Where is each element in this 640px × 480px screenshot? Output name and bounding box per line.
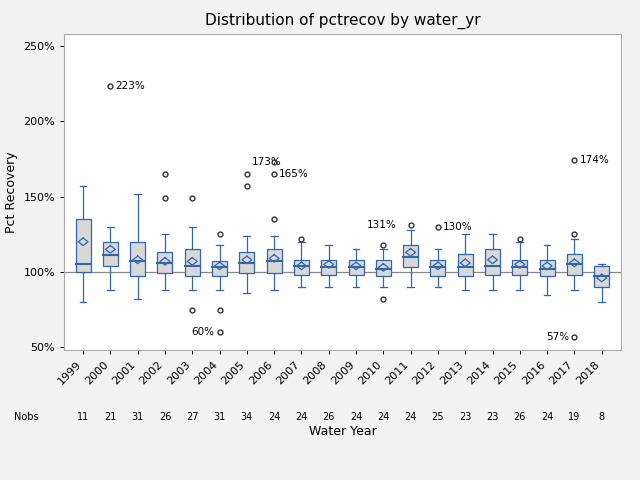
Text: 34: 34 — [241, 412, 253, 422]
Bar — [485, 249, 500, 275]
Text: 27: 27 — [186, 412, 198, 422]
Text: 11: 11 — [77, 412, 89, 422]
Bar — [267, 249, 282, 274]
Text: 26: 26 — [514, 412, 526, 422]
Text: 31: 31 — [132, 412, 144, 422]
Y-axis label: Pct Recovery: Pct Recovery — [4, 151, 18, 233]
Text: 24: 24 — [404, 412, 417, 422]
Text: 173%: 173% — [252, 157, 282, 167]
Bar — [376, 260, 391, 276]
Bar — [594, 266, 609, 287]
Bar — [185, 249, 200, 276]
Bar — [349, 260, 364, 275]
X-axis label: Water Year: Water Year — [308, 425, 376, 438]
Bar — [76, 219, 91, 272]
Text: 223%: 223% — [115, 82, 145, 91]
Text: 26: 26 — [323, 412, 335, 422]
Bar — [567, 254, 582, 275]
Text: 24: 24 — [541, 412, 554, 422]
Bar — [458, 254, 473, 276]
Text: 21: 21 — [104, 412, 116, 422]
Text: 165%: 165% — [279, 169, 309, 179]
Text: 23: 23 — [486, 412, 499, 422]
Text: 24: 24 — [268, 412, 280, 422]
Bar — [157, 252, 173, 274]
Bar — [239, 252, 254, 274]
Text: 25: 25 — [431, 412, 444, 422]
Text: 23: 23 — [459, 412, 472, 422]
Text: 24: 24 — [350, 412, 362, 422]
Text: 26: 26 — [159, 412, 171, 422]
Bar — [103, 242, 118, 266]
Text: Nobs: Nobs — [14, 412, 39, 422]
Text: 60%: 60% — [191, 327, 214, 337]
Text: 19: 19 — [568, 412, 580, 422]
Text: 57%: 57% — [547, 332, 570, 342]
Text: 131%: 131% — [367, 220, 397, 230]
Bar — [540, 260, 555, 276]
Bar — [512, 260, 527, 275]
Text: 8: 8 — [598, 412, 605, 422]
Text: 130%: 130% — [443, 222, 472, 232]
Text: 24: 24 — [295, 412, 308, 422]
Text: 174%: 174% — [579, 156, 609, 165]
Text: 24: 24 — [377, 412, 390, 422]
Bar — [212, 262, 227, 276]
Text: 31: 31 — [214, 412, 226, 422]
Bar — [403, 245, 418, 267]
Bar — [321, 260, 336, 275]
Title: Distribution of pctrecov by water_yr: Distribution of pctrecov by water_yr — [205, 13, 480, 29]
Bar — [431, 260, 445, 276]
Bar — [294, 260, 309, 275]
Bar — [130, 242, 145, 276]
